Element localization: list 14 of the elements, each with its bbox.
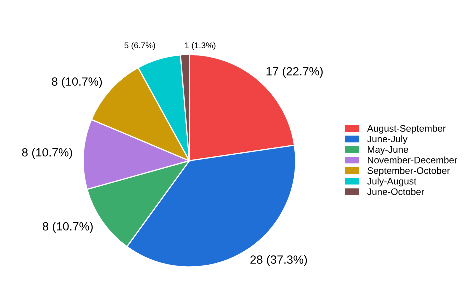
data-label: 5 (6.7%) — [124, 42, 156, 50]
data-label: 8 (10.7%) — [43, 222, 93, 234]
data-label: 1 (1.3%) — [185, 42, 216, 50]
legend-label: June-July — [367, 136, 408, 144]
data-label: 28 (37.3%) — [250, 255, 308, 266]
legend-label: August-September — [367, 125, 446, 134]
legend-label: June-October — [367, 188, 424, 196]
legend-label: July-August — [367, 178, 417, 187]
data-label: 8 (10.7%) — [52, 77, 102, 88]
legend-label: May-June — [368, 146, 408, 155]
legend-label: September-October — [368, 167, 450, 176]
data-label: 17 (22.7%) — [266, 67, 323, 78]
data-label: 8 (10.7%) — [22, 148, 72, 160]
legend-label: November-December — [368, 156, 458, 164]
